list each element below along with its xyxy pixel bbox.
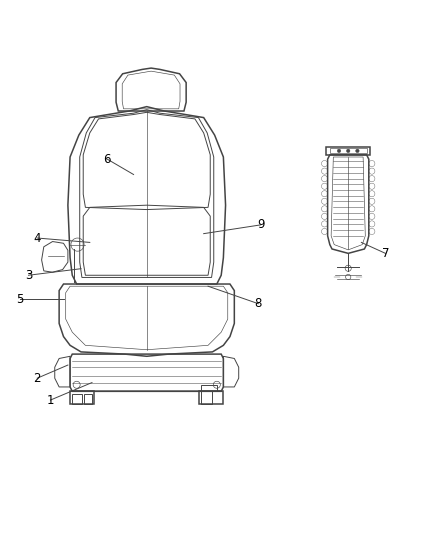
Text: 6: 6 [103,152,111,166]
Text: 2: 2 [33,372,41,385]
Text: 3: 3 [25,269,32,282]
Text: 4: 4 [33,231,41,245]
Circle shape [337,149,341,152]
Circle shape [346,149,350,152]
Text: 5: 5 [16,293,23,306]
Text: 7: 7 [381,247,389,260]
Text: 9: 9 [257,219,265,231]
Circle shape [356,149,359,152]
Text: 1: 1 [46,393,54,407]
Text: 8: 8 [255,297,262,310]
